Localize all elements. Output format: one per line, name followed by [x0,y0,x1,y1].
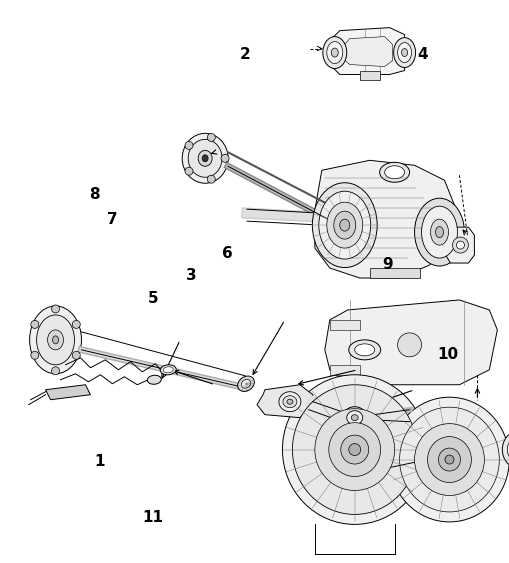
Text: 6: 6 [221,246,232,261]
Ellipse shape [414,198,464,266]
Ellipse shape [348,340,380,360]
Circle shape [456,241,464,249]
Ellipse shape [430,219,447,245]
Ellipse shape [501,432,509,467]
Ellipse shape [282,375,426,524]
Ellipse shape [322,37,346,69]
Ellipse shape [198,150,212,166]
Text: 11: 11 [143,510,163,525]
Ellipse shape [163,367,173,373]
Text: 3: 3 [186,269,196,283]
Circle shape [221,154,229,162]
Ellipse shape [30,306,81,374]
Polygon shape [45,385,90,400]
Polygon shape [324,300,496,385]
Circle shape [185,141,192,149]
Ellipse shape [351,415,357,421]
Ellipse shape [444,455,453,464]
Ellipse shape [328,423,380,476]
Ellipse shape [292,385,416,515]
Ellipse shape [312,183,377,267]
Polygon shape [444,227,473,263]
Ellipse shape [52,336,59,344]
Ellipse shape [393,38,415,68]
Ellipse shape [47,330,64,350]
Ellipse shape [354,344,374,356]
Polygon shape [369,268,419,278]
Ellipse shape [339,219,349,231]
Circle shape [51,305,60,313]
Text: 9: 9 [381,257,392,272]
Circle shape [31,320,39,328]
Text: 10: 10 [437,347,458,362]
Circle shape [185,167,192,175]
Ellipse shape [421,206,457,258]
Polygon shape [329,365,359,375]
Ellipse shape [435,227,443,238]
Ellipse shape [397,43,411,62]
Ellipse shape [314,409,394,490]
Circle shape [207,175,215,183]
Ellipse shape [37,315,74,365]
Ellipse shape [326,202,362,248]
Ellipse shape [389,397,508,522]
Circle shape [397,333,421,357]
Polygon shape [257,385,312,418]
Circle shape [72,320,80,328]
Ellipse shape [427,437,470,482]
Ellipse shape [318,191,370,259]
Polygon shape [342,37,392,66]
Ellipse shape [331,48,337,57]
Text: 8: 8 [89,187,100,202]
Ellipse shape [237,376,254,391]
Ellipse shape [182,133,228,183]
Circle shape [51,367,60,375]
Circle shape [207,133,215,141]
Ellipse shape [438,448,460,471]
Ellipse shape [188,140,221,177]
Ellipse shape [340,435,368,464]
Text: 5: 5 [148,291,158,306]
Circle shape [31,351,39,359]
Ellipse shape [399,407,498,512]
Text: 4: 4 [417,47,428,61]
Ellipse shape [506,437,509,462]
Circle shape [451,237,467,253]
Ellipse shape [160,365,176,375]
Ellipse shape [278,392,300,412]
Text: 2: 2 [239,47,250,61]
Ellipse shape [348,444,360,455]
Ellipse shape [414,423,484,495]
Ellipse shape [326,42,342,64]
Ellipse shape [384,166,404,179]
Ellipse shape [202,155,208,162]
Text: 7: 7 [107,212,118,227]
Ellipse shape [282,396,296,408]
Ellipse shape [346,410,362,425]
Ellipse shape [379,162,409,182]
Ellipse shape [401,48,407,56]
Ellipse shape [342,406,366,428]
Text: 1: 1 [95,454,105,469]
Ellipse shape [241,379,250,388]
Polygon shape [329,28,404,74]
Polygon shape [329,320,359,330]
Ellipse shape [287,399,292,404]
Polygon shape [359,70,379,81]
Circle shape [72,351,80,359]
Ellipse shape [333,211,355,239]
Polygon shape [314,160,454,278]
Ellipse shape [147,376,161,385]
